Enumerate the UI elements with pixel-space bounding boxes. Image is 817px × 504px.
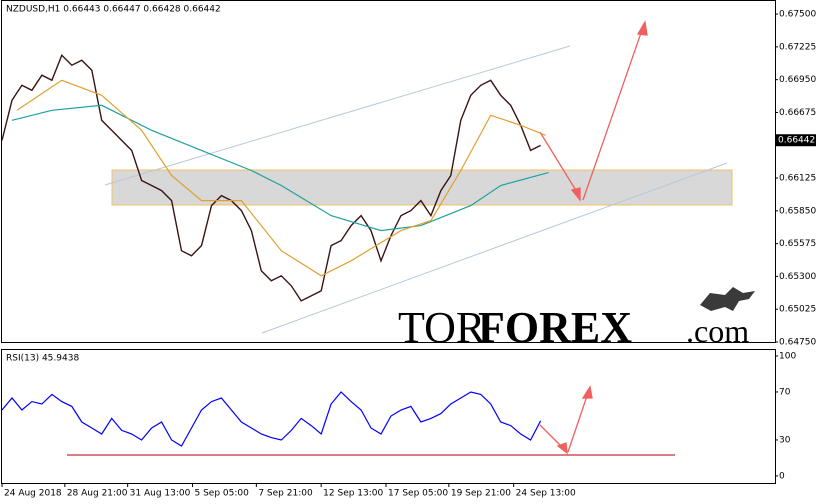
- series-line: [1, 53, 541, 302]
- x-tick-label: 19 Sep 21:00: [451, 489, 511, 499]
- arrowhead: [581, 385, 593, 399]
- current-price-box: [776, 134, 816, 147]
- y-tick-label: 0.65850: [779, 206, 816, 216]
- series-line: [16, 79, 546, 277]
- current-price-label: 0.66442: [778, 136, 815, 146]
- y-tick-label: 100: [779, 351, 796, 361]
- watermark-com: .com: [686, 313, 749, 349]
- chart-title: NZDUSD,H1 0.66443 0.66447 0.66428 0.6644…: [6, 5, 221, 15]
- forecast-arrows: [67, 20, 675, 456]
- arrowhead: [636, 20, 648, 36]
- arrow-up: [582, 29, 643, 201]
- arrow-down: [539, 131, 581, 198]
- channel-lower: [261, 162, 728, 334]
- y-tick-label: 0.65025: [779, 305, 816, 315]
- x-tick-label: 17 Sep 05:00: [388, 489, 448, 499]
- arrowhead: [556, 442, 568, 455]
- bull-icon: [700, 287, 755, 311]
- y-tick-label: 0.66675: [779, 108, 816, 118]
- y-tick-label: 0.67500: [779, 10, 816, 20]
- rsi-title: RSI(13) 45.9438: [6, 354, 79, 364]
- y-tick-label: 0.66950: [779, 75, 816, 85]
- x-tick-label: 12 Sep 13:00: [323, 489, 383, 499]
- y-tick-label: 70: [779, 387, 791, 397]
- x-tick-label: 24 Sep 13:00: [516, 489, 576, 499]
- y-tick-label: 0.64750: [779, 338, 816, 348]
- support-zone: [111, 169, 733, 206]
- watermark-forex: FOREX: [478, 303, 632, 352]
- x-tick-label: 28 Aug 21:00: [67, 489, 128, 499]
- y-tick-label: 0.67225: [779, 42, 816, 52]
- series-line: [1, 391, 542, 447]
- rsi-frame: [1, 349, 776, 484]
- series-line: [11, 104, 549, 232]
- x-tick-label: 31 Aug 13:00: [130, 489, 191, 499]
- y-tick-label: 0.66125: [779, 174, 816, 184]
- rsi-arrow-up: [567, 392, 589, 453]
- y-tick-label: 0.65300: [779, 272, 816, 282]
- main-frame: [1, 0, 776, 343]
- x-tick-label: 24 Aug 2018: [4, 489, 62, 499]
- arrowhead: [570, 187, 581, 202]
- watermark: TOR FOREX .com: [398, 287, 755, 352]
- watermark-tor: TOR: [398, 303, 486, 352]
- x-tick-label: 7 Sep 21:00: [258, 489, 313, 499]
- channel-upper: [104, 45, 571, 186]
- y-tick-label: 30: [779, 435, 791, 445]
- y-tick-label: 0.65575: [779, 239, 816, 249]
- x-tick-label: 5 Sep 05:00: [195, 489, 250, 499]
- y-tick-label: 0: [779, 471, 785, 481]
